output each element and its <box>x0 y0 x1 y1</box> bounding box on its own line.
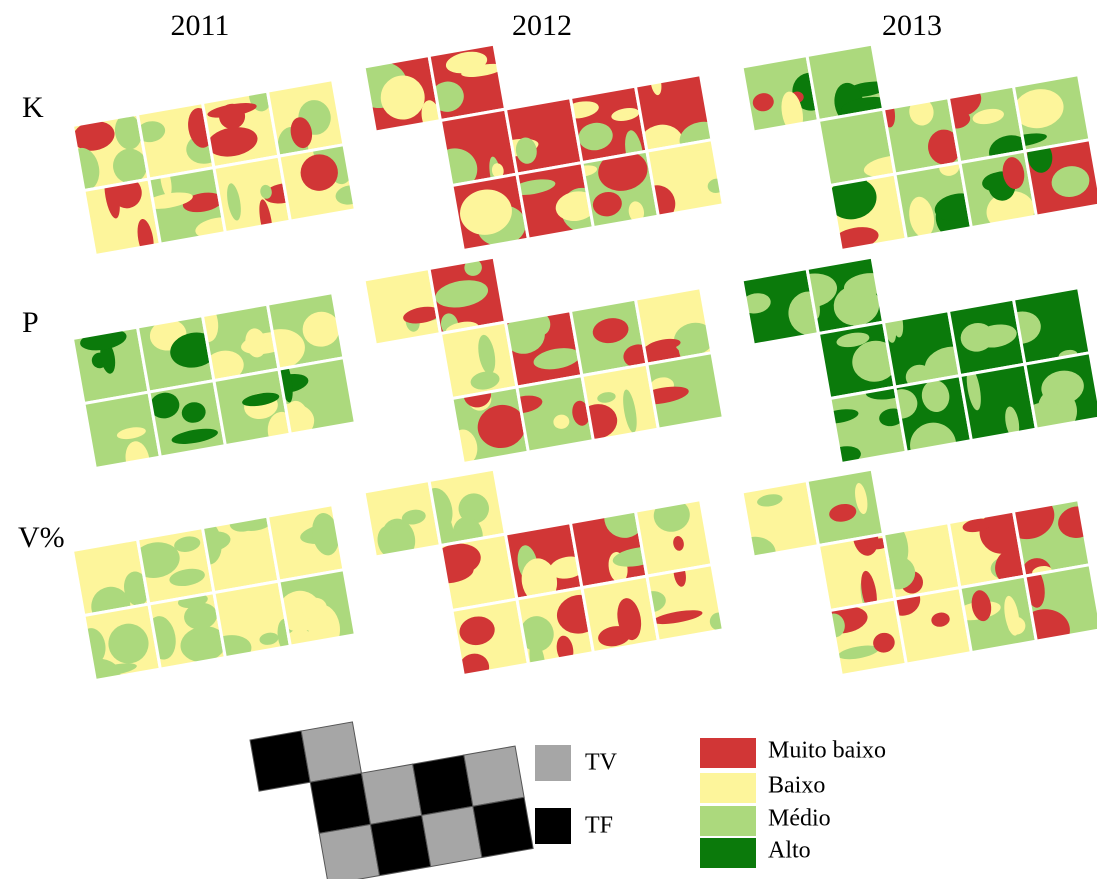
row-label: K <box>22 91 44 124</box>
map-cell <box>582 576 658 652</box>
class-swatch <box>700 738 756 768</box>
plot-cell <box>301 722 361 782</box>
map-panel <box>47 490 374 701</box>
plot-cell <box>422 806 482 866</box>
map-panel <box>364 220 729 476</box>
class-swatch <box>700 838 756 868</box>
map-panel <box>720 432 1097 705</box>
row-label: V% <box>18 521 65 554</box>
map-panel <box>70 279 359 485</box>
plot-layout <box>250 695 533 879</box>
class-swatch <box>700 806 756 836</box>
plot-cell <box>361 764 421 824</box>
tv-label: TV <box>585 750 618 776</box>
map-panel <box>59 66 375 274</box>
class-label: Alto <box>768 838 811 864</box>
class-label: Baixo <box>768 773 825 799</box>
plot-cell <box>473 797 533 857</box>
year-label: 2012 <box>512 9 572 42</box>
maps <box>47 5 1097 705</box>
year-label: 2013 <box>882 9 942 42</box>
tf-label: TF <box>585 813 613 839</box>
row-label: P <box>22 306 39 339</box>
map-cell <box>807 469 883 545</box>
plot-cell <box>250 731 310 791</box>
plot-cell <box>370 815 430 875</box>
map-panel <box>737 223 1097 496</box>
figure: 2011 2012 2013 K P V% TV TF Muito baixo B… <box>0 0 1097 879</box>
map-cell <box>720 481 821 577</box>
map-panel <box>350 5 737 270</box>
map-cell <box>948 299 1024 375</box>
class-label: Médio <box>768 806 831 832</box>
plot-cell <box>413 755 473 815</box>
tf-swatch <box>535 808 571 844</box>
year-label: 2011 <box>171 9 230 42</box>
plot-cell <box>464 746 524 806</box>
class-label: Muito baixo <box>768 738 886 764</box>
map-cell <box>60 604 163 701</box>
tv-swatch <box>535 745 571 781</box>
plot-cell <box>319 824 379 879</box>
map-panel <box>742 10 1097 272</box>
class-swatch <box>700 773 756 803</box>
map-panel <box>364 434 732 704</box>
class-legend: Muito baixo Baixo Médio Alto <box>700 738 886 869</box>
plot-cell <box>310 773 370 833</box>
map-cell <box>440 322 516 398</box>
